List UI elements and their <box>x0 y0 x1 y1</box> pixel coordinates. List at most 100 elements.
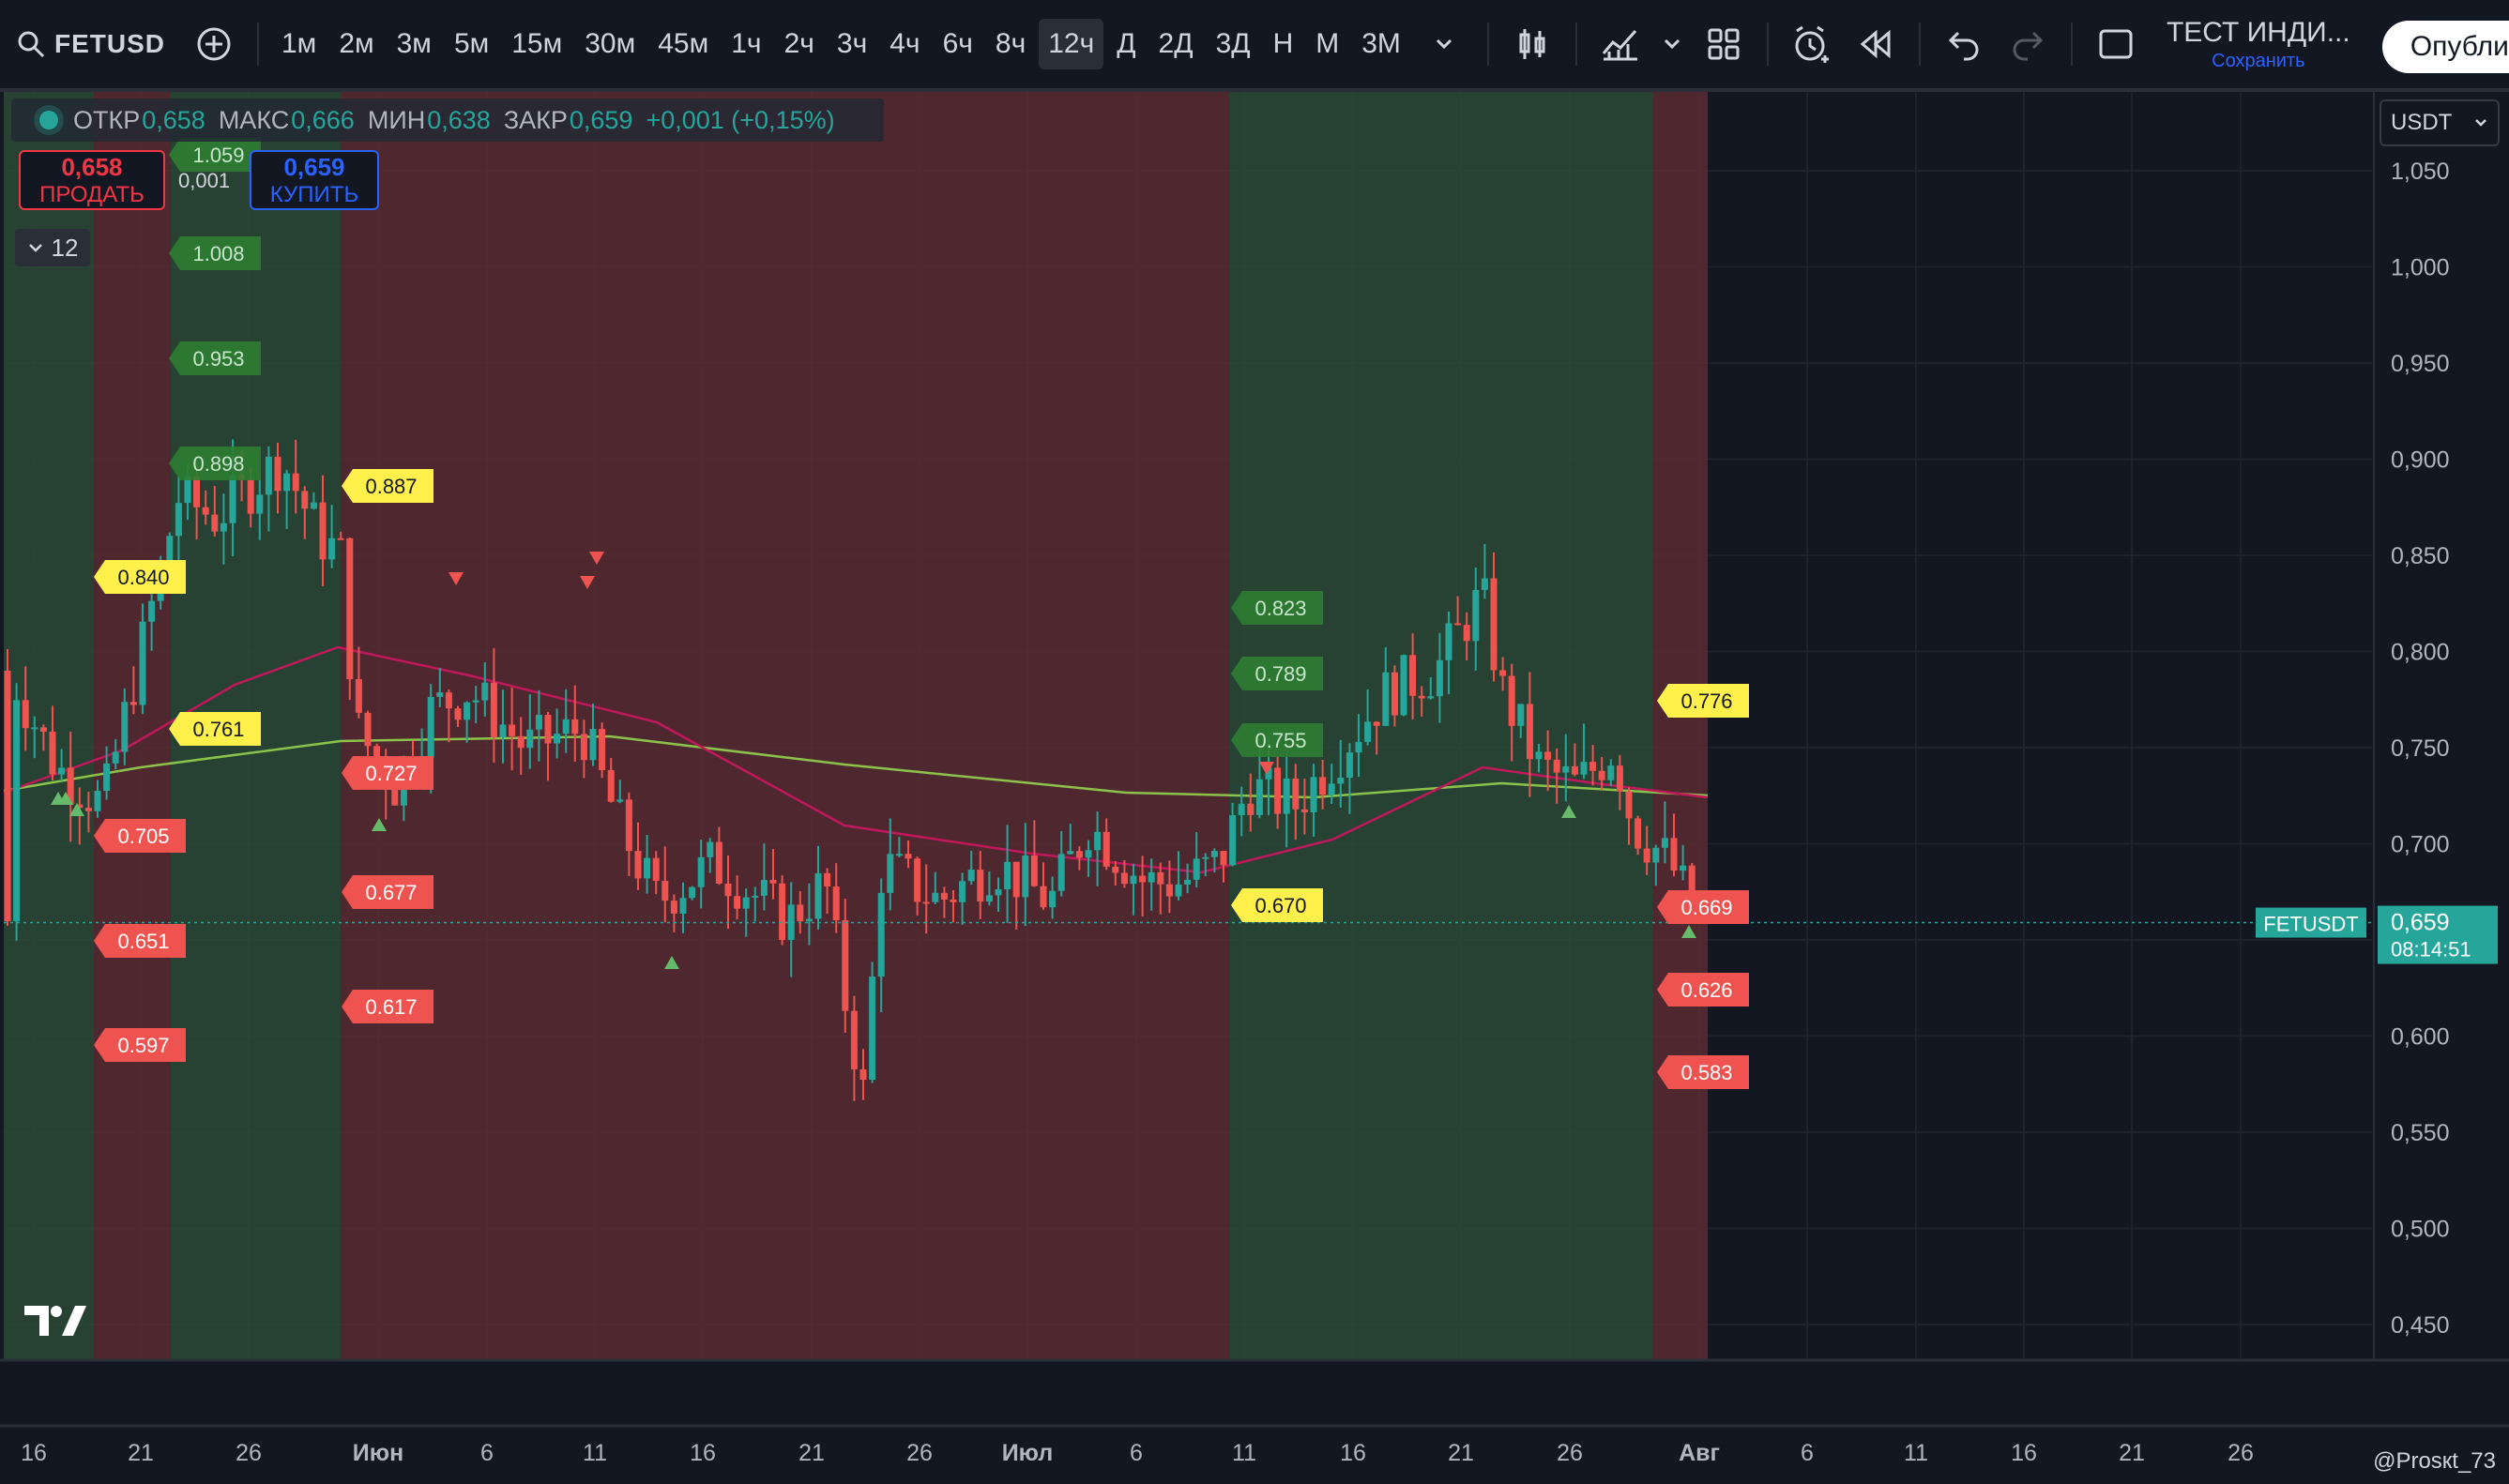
layout-select-button[interactable] <box>2090 18 2142 70</box>
level-label-text: 0.677 <box>365 881 417 904</box>
buy-price: 0,659 <box>283 152 345 181</box>
price-chart[interactable]: 1.059 1.008 0.953 0.898 0.887 0.840 0.761 0.705… <box>0 92 2509 1484</box>
price-tick-label: 0,550 <box>2391 1120 2450 1146</box>
candle-body <box>895 854 903 856</box>
undo-icon <box>1948 31 1979 61</box>
level-label: 0.617 <box>342 990 433 1023</box>
candle-body <box>1283 778 1290 814</box>
currency-select[interactable]: USDT <box>2380 99 2500 146</box>
symbol-search[interactable]: FETUSD <box>0 0 182 88</box>
symbol-name: FETUSD <box>54 29 165 58</box>
candle-body <box>1346 752 1353 778</box>
timeframe-8[interactable]: 2ч <box>783 28 814 59</box>
publish-button[interactable]: Опублико <box>2381 21 2509 73</box>
undo-button[interactable] <box>1938 18 1990 70</box>
candle-body <box>436 692 444 697</box>
level-label-bg <box>342 990 433 1023</box>
timeframe-11[interactable]: 6ч <box>942 28 973 59</box>
candle-body <box>1517 704 1525 726</box>
timeframe-4[interactable]: 15м <box>511 28 563 59</box>
candle-body <box>1165 884 1173 897</box>
timeframe-18[interactable]: М <box>1315 28 1340 59</box>
tradingview-logo-icon[interactable] <box>24 1304 86 1338</box>
sell-signal-icon <box>580 576 595 589</box>
timeframe-12[interactable]: 8ч <box>995 28 1026 59</box>
templates-button[interactable] <box>1697 18 1750 70</box>
level-label-text: 0.626 <box>1680 978 1732 1002</box>
candle-body <box>985 895 993 902</box>
candle-body <box>652 857 660 882</box>
candle-body <box>292 473 299 492</box>
candle-body <box>67 767 74 805</box>
candle-body <box>850 1010 858 1069</box>
timeframe-10[interactable]: 4ч <box>890 28 920 59</box>
candle-body <box>562 719 570 734</box>
candle-body <box>328 538 336 560</box>
candle-body <box>1337 777 1345 784</box>
level-label-text: 0.670 <box>1254 894 1306 917</box>
timeframe-9[interactable]: 3ч <box>836 28 868 59</box>
candle-body <box>1067 851 1074 855</box>
timeframe-19[interactable]: 3М <box>1361 28 1401 59</box>
timeframe-1[interactable]: 2м <box>339 28 374 59</box>
indicators-collapse-button[interactable]: 12 <box>15 229 90 266</box>
timeframe-0[interactable]: 1м <box>281 28 317 59</box>
timeframe-5[interactable]: 30м <box>585 28 636 59</box>
indicators-button[interactable] <box>1594 18 1647 70</box>
timeframe-16[interactable]: 3Д <box>1215 28 1251 59</box>
candle-body <box>1463 625 1470 642</box>
candle-body <box>1120 872 1128 885</box>
save-link[interactable]: Сохранить <box>2212 50 2305 71</box>
timeframe-13[interactable]: 12ч <box>1039 19 1104 69</box>
candle-body <box>1643 848 1650 863</box>
candle-body <box>373 746 381 761</box>
timeframe-17[interactable]: Н <box>1272 28 1294 59</box>
candle-body <box>103 763 111 792</box>
timeframe-14[interactable]: Д <box>1117 28 1136 59</box>
price-tick-label: 0,950 <box>2391 351 2450 377</box>
level-label-bg <box>169 236 261 270</box>
rewind-icon <box>1860 29 1891 59</box>
sell-button[interactable]: 0,658 ПРОДАТЬ <box>19 150 165 210</box>
replay-button[interactable] <box>1849 18 1902 70</box>
countdown-text: 08:14:51 <box>2391 938 2471 962</box>
level-label-bg <box>94 819 186 853</box>
timeframe-dropdown[interactable] <box>1418 18 1470 70</box>
chevron-down-icon <box>1436 38 1452 50</box>
candle-body <box>1255 779 1263 815</box>
candle-body <box>1238 803 1245 815</box>
timeframe-15[interactable]: 2Д <box>1158 28 1194 59</box>
buy-signal-icon <box>58 792 73 805</box>
timeframe-2[interactable]: 3м <box>396 28 432 59</box>
timeframe-6[interactable]: 45м <box>658 28 709 59</box>
level-label-bg <box>94 560 186 594</box>
chart-area[interactable]: 1.059 1.008 0.953 0.898 0.887 0.840 0.761 0.705… <box>0 92 2509 1484</box>
trend-zone <box>1653 92 1708 1360</box>
timeframe-3[interactable]: 5м <box>453 28 490 59</box>
level-label: 0.626 <box>1657 973 1749 1007</box>
candle-body <box>1175 884 1182 897</box>
level-label: 0.823 <box>1231 591 1323 625</box>
candle-body <box>13 700 21 922</box>
low-label: МИН <box>367 105 426 134</box>
alert-button[interactable] <box>1786 18 1838 70</box>
level-label: 1.059 <box>169 138 261 172</box>
candle-body <box>1373 721 1380 726</box>
timeframe-7[interactable]: 1ч <box>731 28 762 59</box>
candle-body <box>355 679 362 713</box>
lower-pane <box>0 1360 2509 1426</box>
buy-button[interactable]: 0,659 КУПИТЬ <box>250 150 379 210</box>
time-tick-label: Июл <box>1002 1440 1054 1466</box>
candle-body <box>1210 851 1218 857</box>
compare-add-button[interactable] <box>188 18 240 70</box>
redo-button[interactable] <box>2001 18 2054 70</box>
candle-body <box>1670 838 1678 871</box>
sell-price: 0,658 <box>61 152 123 181</box>
low-value: 0,638 <box>427 105 491 134</box>
layout-title[interactable]: ТЕСТ ИНДИ... Сохранить <box>2167 17 2350 72</box>
candle-body <box>148 600 156 622</box>
indicators-dropdown[interactable] <box>1658 18 1686 70</box>
candle-body <box>779 883 786 941</box>
candle-body <box>490 682 497 737</box>
chart-type-button[interactable] <box>1506 18 1559 70</box>
